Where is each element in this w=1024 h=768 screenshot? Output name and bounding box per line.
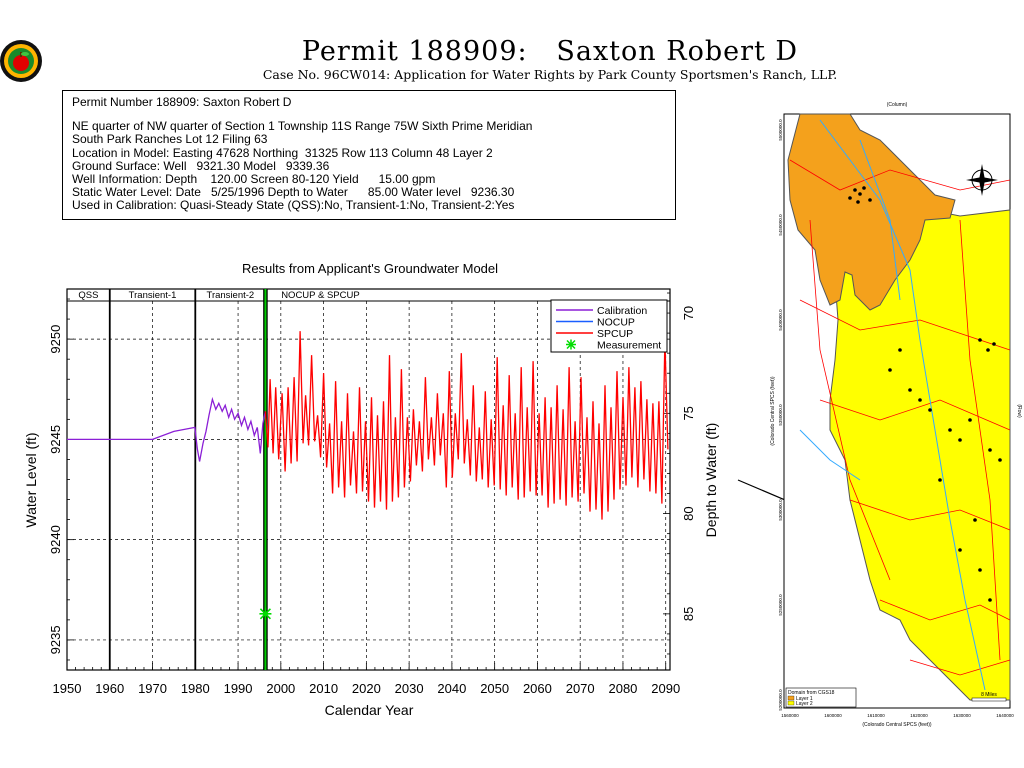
legend-label: Measurement xyxy=(597,340,661,352)
map-bottom-axis-title: (Colorado Central SPCS (feet)) xyxy=(862,722,932,728)
layer1-region xyxy=(787,113,956,311)
logo-icon xyxy=(0,40,42,82)
y2-tick-label: 80 xyxy=(681,506,696,520)
map-bottom-tick-label: 1560000 xyxy=(781,713,799,718)
x-tick-label: 1990 xyxy=(224,681,253,696)
chart-title: Results from Applicant's Groundwater Mod… xyxy=(242,261,498,276)
permit-number-line: Permit Number 188909: Saxton Robert D xyxy=(72,95,292,109)
series-line-calibration xyxy=(67,396,267,462)
map-left-tick-label: 5350000.0 xyxy=(778,404,783,426)
north-arrow-icon xyxy=(966,164,998,196)
x-tick-label: 1970 xyxy=(138,681,167,696)
map-bottom-tick-label: 1610000 xyxy=(867,713,885,718)
x-tick-label: 2000 xyxy=(266,681,295,696)
map-left-tick-label: 5450000.0 xyxy=(778,214,783,236)
x-axis-label: Calendar Year xyxy=(325,702,414,718)
period-label: QSS xyxy=(78,290,98,301)
legend-label: Calibration xyxy=(597,305,647,317)
map-bottom-tick-label: 1600000 xyxy=(824,713,842,718)
legend-label: SPCUP xyxy=(597,328,633,340)
legend-label: NOCUP xyxy=(597,317,635,329)
map-right-axis-title: (Row) xyxy=(1016,404,1022,418)
layer2-region xyxy=(829,209,1011,701)
map-left-tick-label: 5500000.0 xyxy=(778,119,783,141)
map-legend: Domain from CGS18 Layer 1 Layer 2 xyxy=(785,687,857,708)
ground-surface-line: Ground Surface: Well 9321.30 Model 9339.… xyxy=(72,158,330,173)
x-tick-label: 2070 xyxy=(566,681,595,696)
model-domain-map: (Column) (Colorado Central SPCS (feet)) … xyxy=(770,102,1022,728)
x-tick-label: 1980 xyxy=(181,681,210,696)
subdivision-line: South Park Ranches Lot 12 Filing 63 xyxy=(72,132,268,147)
legal-description-line: NE quarter of NW quarter of Section 1 To… xyxy=(72,119,533,134)
y-tick-label: 9235 xyxy=(48,625,63,654)
map-legend-title: Domain from CGS18 xyxy=(788,690,835,696)
y2-tick-label: 75 xyxy=(681,406,696,420)
y-tick-label: 9245 xyxy=(48,425,63,454)
y-axis-label: Water Level (ft) xyxy=(23,432,39,527)
map-legend-layer1: Layer 1 xyxy=(796,696,813,702)
x-tick-label: 2080 xyxy=(608,681,637,696)
x-tick-label: 2090 xyxy=(651,681,680,696)
x-tick-label: 2010 xyxy=(309,681,338,696)
x-tick-label: 2030 xyxy=(395,681,424,696)
map-scale-label: 8 Miles xyxy=(981,692,997,698)
x-tick-label: 2050 xyxy=(480,681,509,696)
well-symbols xyxy=(848,186,1002,602)
y2-tick-label: 70 xyxy=(681,306,696,320)
map-legend-layer2: Layer 2 xyxy=(796,701,813,707)
map-bottom-tick-label: 1620000 xyxy=(910,713,928,718)
well-information-line: Well Information: Depth 120.00 Screen 80… xyxy=(72,172,436,187)
permit-info-box: Permit Number 188909: Saxton Robert D NE… xyxy=(62,90,676,220)
map-left-axis-title: (Colorado Central SPCS (feet)) xyxy=(770,376,776,446)
y-tick-label: 9250 xyxy=(48,325,63,354)
legend-marker-measurement xyxy=(566,339,576,350)
map-left-tick-label: 5250000.0 xyxy=(778,594,783,616)
measurement-point xyxy=(259,607,272,620)
map-left-tick-label: 5400000.0 xyxy=(778,309,783,331)
page-title: Permit 188909: Saxton Robert D xyxy=(301,36,799,67)
model-location-line: Location in Model: Easting 47628 Northin… xyxy=(72,145,493,160)
series-line-spcup xyxy=(264,331,669,520)
map-scale-bar: 8 Miles xyxy=(971,692,1007,702)
period-label: Transient-2 xyxy=(207,290,255,301)
y-tick-label: 9240 xyxy=(48,525,63,554)
map-bottom-tick-label: 1640000 xyxy=(996,713,1014,718)
static-water-level-line: Static Water Level: Date 5/25/1996 Depth… xyxy=(72,185,515,200)
y2-axis-label: Depth to Water (ft) xyxy=(703,423,719,538)
calibration-usage-line: Used in Calibration: Quasi-Steady State … xyxy=(72,198,515,213)
x-tick-label: 2060 xyxy=(523,681,552,696)
period-label: Transient-1 xyxy=(129,290,177,301)
x-tick-label: 1950 xyxy=(53,681,82,696)
map-top-axis-title: (Column) xyxy=(887,102,908,108)
period-label: NOCUP & SPCUP xyxy=(281,290,359,301)
x-tick-label: 1960 xyxy=(95,681,124,696)
map-bottom-tick-label: 1630000 xyxy=(953,713,971,718)
x-tick-label: 2040 xyxy=(437,681,466,696)
map-left-tick-label: 5200000.0 xyxy=(778,689,783,711)
page-subtitle: Case No. 96CW014: Application for Water … xyxy=(262,67,838,82)
map-left-tick-label: 5300000.0 xyxy=(778,499,783,521)
x-tick-label: 2020 xyxy=(352,681,381,696)
y2-tick-label: 85 xyxy=(681,607,696,621)
